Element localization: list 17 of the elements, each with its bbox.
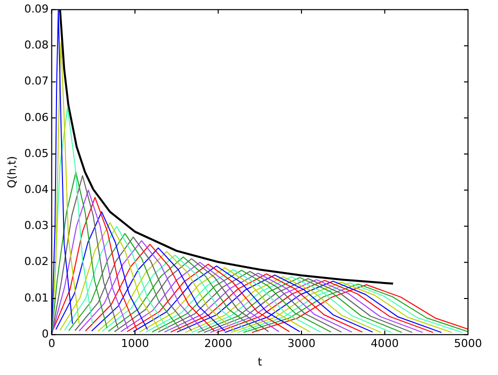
y-tick-label: 0.08 xyxy=(24,38,49,52)
y-tick-label: 0.09 xyxy=(24,2,49,16)
y-axis-title: Q(h,t) xyxy=(5,156,18,188)
x-axis-title: t xyxy=(258,355,263,368)
y-tick-label: 0.02 xyxy=(24,255,49,268)
y-tick-label: 0 xyxy=(42,327,49,340)
y-tick-label: 0.07 xyxy=(24,74,49,88)
x-tick-label: 2000 xyxy=(204,337,232,350)
x-tick-label: 4000 xyxy=(370,337,399,350)
y-tick-label: 0.06 xyxy=(24,110,49,124)
x-tick-label: 1000 xyxy=(120,337,149,350)
y-tick-label: 0.03 xyxy=(24,219,49,232)
y-tick-label: 0.01 xyxy=(24,291,49,304)
x-tick-label: 3000 xyxy=(287,337,316,350)
y-tick-label: 0.04 xyxy=(24,183,49,196)
x-tick-label: 5000 xyxy=(454,337,482,350)
y-tick-label: 0.05 xyxy=(24,146,49,160)
